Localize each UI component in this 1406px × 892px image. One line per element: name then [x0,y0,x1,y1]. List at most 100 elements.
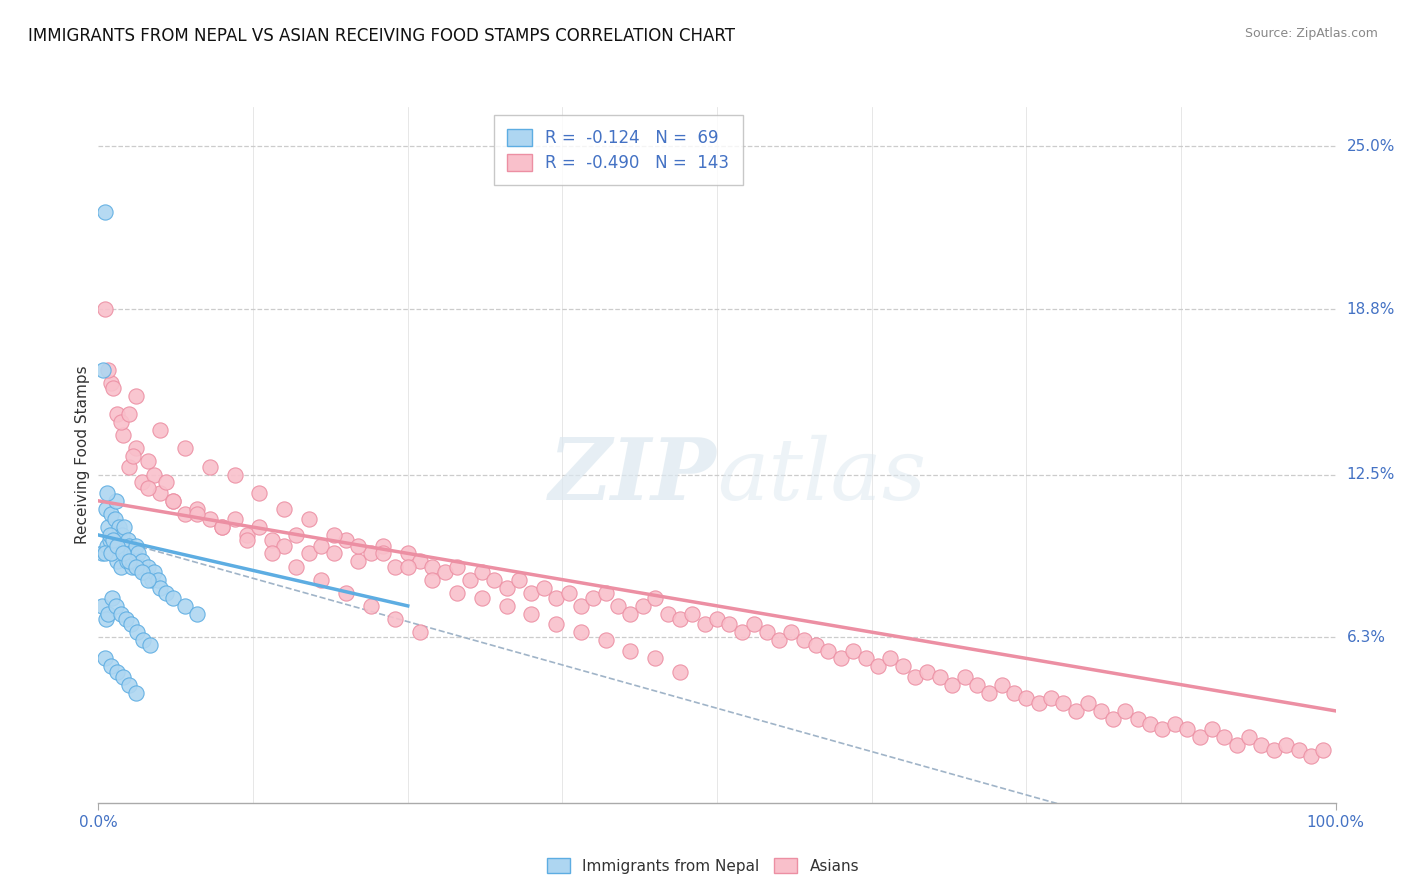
Point [396,546,419,560]
Point [941,678,963,692]
Point [742,617,765,632]
Point [105,665,128,679]
Point [1002,685,1025,699]
Point [953,670,976,684]
Point [731,625,754,640]
Point [124,389,146,403]
Point [186,507,208,521]
Point [1175,723,1198,737]
Point [817,643,839,657]
Point [1312,743,1334,757]
Point [224,467,246,482]
Point [1164,717,1187,731]
Point [1040,690,1063,705]
Point [422,573,444,587]
Point [115,554,138,568]
Text: 18.8%: 18.8% [1347,301,1395,317]
Point [141,573,163,587]
Point [309,539,332,553]
Point [966,678,988,692]
Point [162,591,184,605]
Point [97,607,120,621]
Point [990,678,1012,692]
Point [93,546,115,560]
Point [139,638,162,652]
Point [446,586,468,600]
Point [91,599,114,613]
Point [143,467,166,482]
Point [103,512,125,526]
Point [619,643,641,657]
Point [979,685,1001,699]
Point [409,625,432,640]
Point [114,612,136,626]
Point [285,528,308,542]
Point [97,520,120,534]
Point [569,599,592,613]
Point [904,670,927,684]
Point [114,546,136,560]
Point [619,607,641,621]
Point [112,546,135,560]
Point [322,546,344,560]
Point [768,633,790,648]
Point [371,546,394,560]
Point [143,565,166,579]
Point [93,651,115,665]
Point [371,539,394,553]
Point [1028,696,1050,710]
Point [112,520,135,534]
Point [1064,704,1087,718]
Point [804,638,827,652]
Point [285,559,308,574]
Point [1299,748,1322,763]
Point [100,546,122,560]
Point [471,565,494,579]
Point [236,533,259,548]
Point [101,546,124,560]
Point [100,659,122,673]
Point [146,573,169,587]
Point [125,625,148,640]
Text: 6.3%: 6.3% [1347,630,1386,645]
Point [93,362,115,376]
Point [595,586,617,600]
Text: 25.0%: 25.0% [1347,139,1395,154]
Point [1152,723,1174,737]
Point [162,494,184,508]
Point [917,665,939,679]
Point [1288,743,1310,757]
Point [335,586,357,600]
Point [631,599,654,613]
Point [298,512,321,526]
Point [131,565,153,579]
Point [120,546,142,560]
Point [866,659,889,673]
Point [131,475,153,490]
Point [134,565,156,579]
Legend: Immigrants from Nepal, Asians: Immigrants from Nepal, Asians [541,852,865,880]
Point [446,559,468,574]
Point [273,539,295,553]
Point [322,528,344,542]
Y-axis label: Receiving Food Stamps: Receiving Food Stamps [75,366,90,544]
Point [755,625,778,640]
Point [273,501,295,516]
Point [508,573,530,587]
Point [657,607,679,621]
Point [149,486,172,500]
Point [91,546,114,560]
Point [118,407,141,421]
Point [122,449,145,463]
Point [347,554,370,568]
Text: 12.5%: 12.5% [1347,467,1395,482]
Point [644,591,666,605]
Point [347,539,370,553]
Point [718,617,741,632]
Point [100,376,122,390]
Point [186,607,208,621]
Point [669,665,692,679]
Point [1275,738,1298,752]
Point [1250,738,1272,752]
Point [793,633,815,648]
